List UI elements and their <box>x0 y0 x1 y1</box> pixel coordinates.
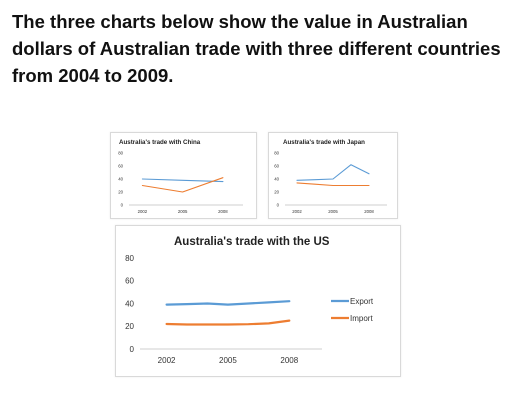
japan-x-tick-label: 2002 <box>292 209 302 214</box>
us-legend-export-label: Export <box>350 297 374 306</box>
us-legend-import-label: Import <box>350 314 373 323</box>
japan-x-tick-label: 2005 <box>328 209 338 214</box>
china-y-tick-label: 20 <box>118 190 123 195</box>
china-x-tick-label: 2005 <box>178 209 188 214</box>
japan-x-tick-label: 2008 <box>364 209 374 214</box>
china-y-tick-label: 60 <box>118 164 123 169</box>
us-export-line <box>165 300 291 306</box>
china-x-tick-label: 2002 <box>138 209 148 214</box>
us-trade-plot: Australia's trade with the US 0 20 40 60 80 20… <box>125 236 374 365</box>
japan-y-tick-label: 40 <box>274 177 279 182</box>
japan-series-2-line <box>296 182 370 187</box>
china-y-tick-label: 40 <box>118 177 123 182</box>
us-y-tick-label: 20 <box>125 322 134 331</box>
us-trade-chart: Australia's trade with the US 0 20 40 60 80 20… <box>115 225 401 377</box>
us-x-tick-label: 2005 <box>219 356 237 365</box>
china-y-tick-label: 80 <box>118 151 123 156</box>
us-y-tick-label: 0 <box>130 345 135 354</box>
us-x-tick-label: 2008 <box>280 356 298 365</box>
us-chart-title: Australia's trade with the US <box>174 236 330 248</box>
japan-trade-plot: Australia's trade with Japan 0 20 40 60 80 200… <box>274 139 387 214</box>
china-trade-plot: Australia's trade with China 0 20 40 60 80 200… <box>118 139 243 214</box>
japan-trade-chart: Australia's trade with Japan 0 20 40 60 80 200… <box>268 132 398 219</box>
japan-series-1-line <box>296 164 370 181</box>
japan-chart-title: Australia's trade with Japan <box>283 139 365 146</box>
china-x-tick-label: 2008 <box>218 209 228 214</box>
us-import-line <box>165 319 291 326</box>
japan-y-tick-label: 0 <box>277 203 280 208</box>
japan-y-tick-label: 80 <box>274 151 279 156</box>
us-x-tick-label: 2002 <box>158 356 176 365</box>
us-y-tick-label: 60 <box>125 277 134 286</box>
japan-y-tick-label: 60 <box>274 164 279 169</box>
china-chart-title: Australia's trade with China <box>119 139 201 146</box>
japan-y-tick-label: 20 <box>274 190 279 195</box>
china-y-tick-label: 0 <box>121 203 124 208</box>
us-y-tick-label: 80 <box>125 254 134 263</box>
page-heading: The three charts below show the value in… <box>12 11 501 86</box>
china-series-1-line <box>141 178 224 183</box>
china-trade-chart: Australia's trade with China 0 20 40 60 80 200… <box>110 132 257 219</box>
us-y-tick-label: 40 <box>125 299 134 308</box>
china-series-2-line <box>141 177 224 193</box>
